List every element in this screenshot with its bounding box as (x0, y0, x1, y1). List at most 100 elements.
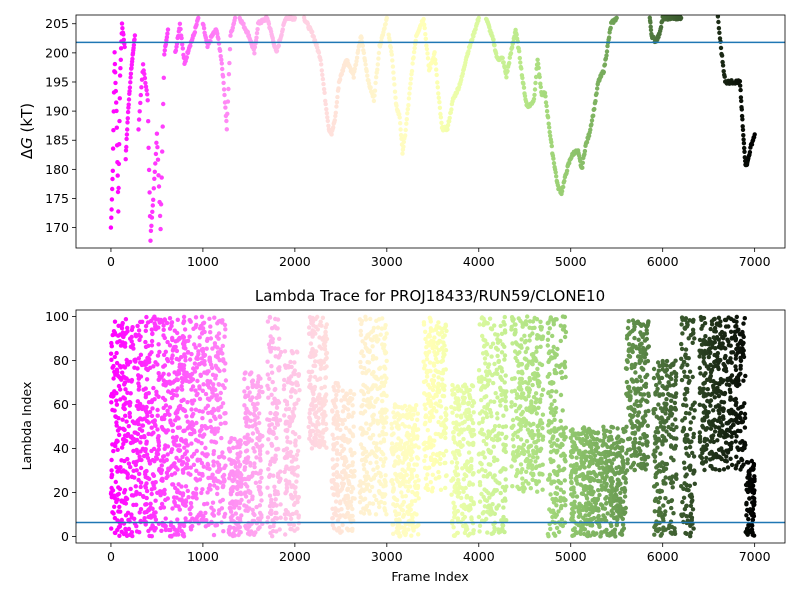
lambda-point (317, 392, 322, 397)
lambda-point (341, 513, 346, 518)
delta-g-point (356, 48, 361, 53)
lambda-point (512, 332, 517, 337)
lambda-point (331, 526, 337, 531)
lambda-point (230, 485, 235, 490)
lambda-point (292, 457, 297, 462)
lambda-point (392, 405, 397, 410)
delta-g-point (159, 175, 164, 180)
lambda-point (515, 452, 520, 457)
lambda-point (337, 515, 342, 520)
lambda-point (465, 526, 470, 532)
lambda-point (368, 460, 373, 466)
lambda-point (171, 482, 176, 487)
lambda-point (374, 441, 379, 446)
lambda-point (149, 399, 154, 405)
lambda-point (229, 469, 234, 474)
lambda-point (503, 373, 508, 378)
lambda-point (307, 417, 313, 422)
lambda-point (152, 314, 157, 319)
lambda-point (436, 432, 441, 437)
lambda-point (382, 506, 387, 511)
lambda-point (410, 475, 415, 480)
lambda-point (162, 317, 168, 323)
lambda-point (484, 474, 490, 479)
lambda-point (549, 355, 554, 360)
lambda-point (429, 442, 434, 447)
lambda-point (182, 428, 187, 433)
lambda-point (454, 413, 460, 418)
lambda-point (295, 448, 301, 454)
delta-g-point (428, 65, 433, 71)
lambda-point (284, 489, 289, 494)
lambda-point (436, 375, 441, 380)
delta-g-point (156, 184, 162, 189)
lambda-point (330, 457, 335, 462)
lambda-point (136, 387, 141, 392)
delta-g-point (141, 68, 146, 73)
lambda-point (278, 469, 283, 474)
delta-g-point (353, 62, 359, 67)
lambda-point (459, 444, 464, 449)
lambda-point (389, 478, 394, 483)
lambda-point (556, 509, 561, 514)
lambda-point (476, 368, 482, 373)
delta-g-point (230, 25, 235, 30)
lambda-point (562, 314, 568, 320)
lambda-point (454, 420, 459, 425)
lambda-point (390, 522, 395, 527)
delta-g-point (403, 127, 408, 133)
lambda-point (334, 440, 340, 446)
lambda-point (403, 479, 409, 484)
lambda-point (410, 489, 415, 495)
lambda-point (479, 397, 484, 403)
lambda-point (235, 525, 240, 531)
lambda-point (449, 460, 455, 465)
lambda-point (524, 439, 530, 444)
delta-g-point (325, 115, 330, 120)
delta-g-point (155, 157, 161, 162)
lambda-point (359, 349, 365, 354)
lambda-point (211, 459, 216, 464)
lambda-point (117, 533, 122, 538)
delta-g-point (588, 127, 593, 132)
lambda-point (528, 423, 533, 428)
lambda-point (205, 382, 210, 388)
lambda-point (163, 349, 168, 354)
lambda-point (367, 349, 372, 355)
lambda-point (149, 327, 154, 332)
delta-g-point (162, 48, 167, 53)
lambda-point (512, 402, 518, 408)
lambda-point (360, 451, 366, 457)
lambda-point (283, 532, 288, 537)
lambda-point (524, 406, 529, 411)
lambda-point (513, 322, 518, 327)
delta-g-point (220, 74, 226, 79)
lambda-point (242, 371, 247, 376)
lambda-point (156, 440, 161, 445)
lambda-point (124, 533, 130, 538)
lambda-point (553, 405, 559, 411)
lambda-point (548, 439, 553, 444)
lambda-point (281, 386, 287, 392)
lambda-point (455, 516, 461, 521)
lambda-point (558, 487, 563, 492)
lambda-point (144, 488, 150, 494)
lambda-point (112, 504, 117, 509)
lambda-point (324, 392, 329, 397)
lambda-point (513, 355, 518, 361)
lambda-point (556, 529, 562, 535)
lambda-point (188, 501, 194, 506)
lambda-point (250, 382, 255, 387)
lambda-point (213, 387, 218, 392)
lambda-point (366, 399, 372, 404)
lambda-point (468, 503, 473, 508)
lambda-point (449, 404, 454, 410)
lambda-point (390, 452, 396, 457)
lambda-point (270, 431, 275, 436)
lambda-point (483, 338, 488, 343)
lambda-point (444, 328, 449, 334)
lambda-point (174, 372, 180, 377)
delta-g-point (116, 209, 121, 214)
lambda-point (374, 497, 379, 503)
